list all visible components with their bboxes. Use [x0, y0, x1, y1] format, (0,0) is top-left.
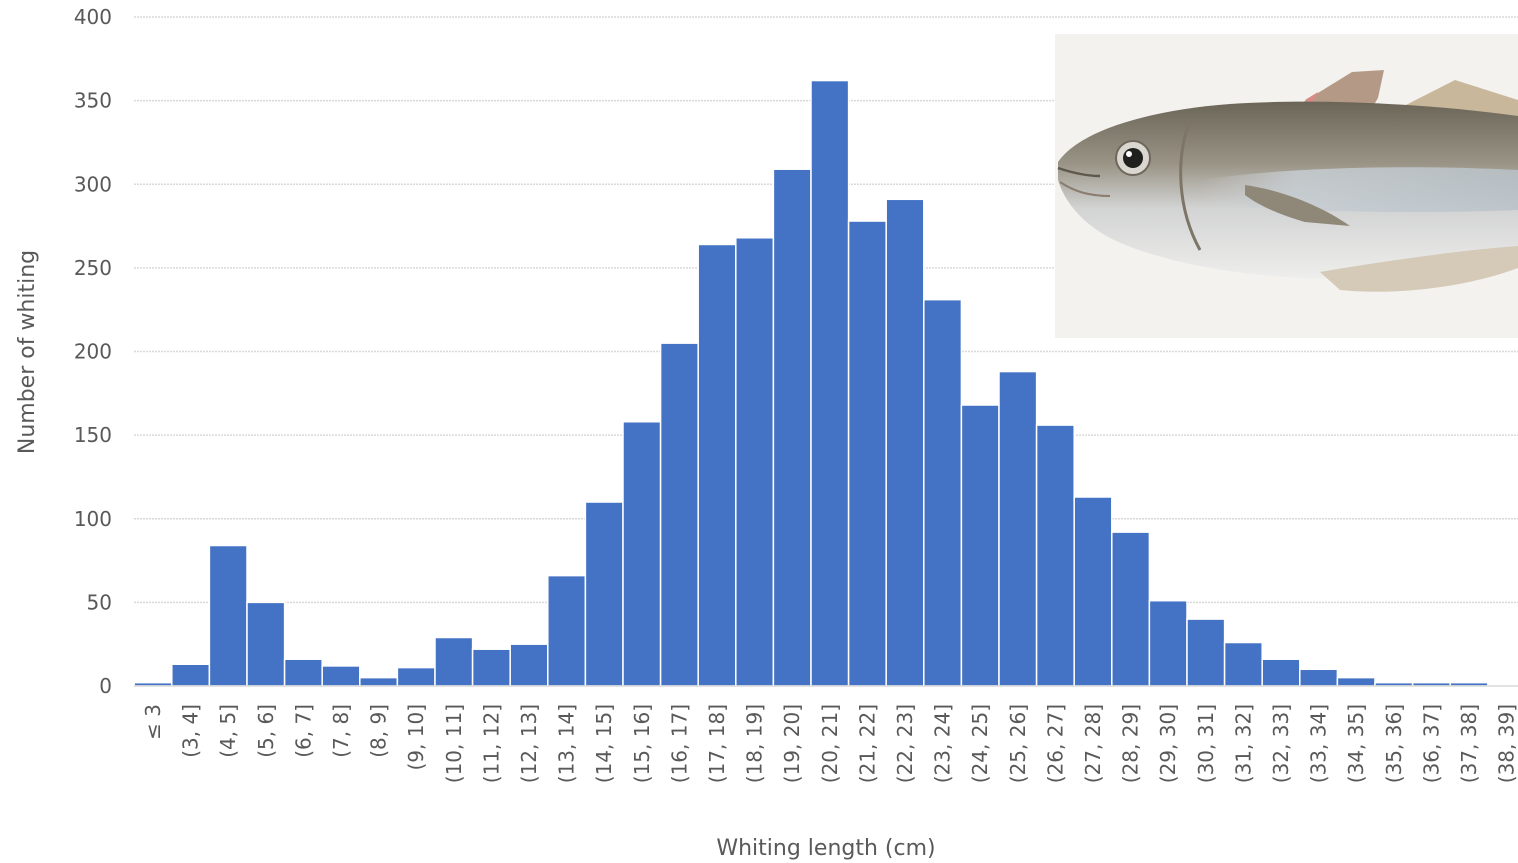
- y-tick-label: 400: [74, 5, 112, 29]
- x-tick-label: (3, 4]: [179, 704, 203, 758]
- bar: [772, 168, 812, 687]
- bar: [208, 544, 248, 687]
- x-axis-ticks: ≤ 3 (3, 4] (4, 5] (5, 6] (6, 7] (7, 8] (8, 9] (…: [141, 704, 1518, 783]
- x-tick-label: (20, 21]: [818, 704, 842, 783]
- bars: [133, 79, 1489, 687]
- x-tick-label: (23, 24]: [931, 704, 955, 783]
- bar: [847, 220, 887, 687]
- x-tick-label: (28, 29]: [1119, 704, 1143, 783]
- bar: [1148, 599, 1188, 687]
- bar: [1336, 676, 1376, 687]
- bar: [471, 648, 511, 687]
- x-tick-label: (4, 5]: [216, 704, 240, 758]
- x-tick-label: (22, 23]: [893, 704, 917, 783]
- y-axis-ticks: 0 50 100 150 200 250 300 350 400: [74, 5, 112, 698]
- bar: [885, 198, 925, 687]
- x-tick-label: (21, 22]: [855, 704, 879, 783]
- bar: [584, 501, 624, 687]
- bar: [547, 574, 587, 687]
- bar: [171, 663, 211, 687]
- bar: [810, 79, 850, 687]
- bar: [960, 404, 1000, 687]
- x-tick-label: (35, 36]: [1382, 704, 1406, 783]
- x-tick-label: (11, 12]: [479, 704, 503, 783]
- y-tick-label: 350: [74, 89, 112, 113]
- x-tick-label: (34, 35]: [1344, 704, 1368, 783]
- y-tick-label: 300: [74, 172, 112, 196]
- x-tick-label: (5, 6]: [254, 704, 278, 758]
- bar: [923, 298, 963, 687]
- bar: [659, 342, 699, 687]
- x-tick-label: (32, 33]: [1269, 704, 1293, 783]
- bar: [697, 243, 737, 687]
- bar: [359, 676, 399, 687]
- x-tick-label: (8, 9]: [367, 704, 391, 758]
- x-tick-label: (26, 27]: [1043, 704, 1067, 783]
- x-tick-label: (27, 28]: [1081, 704, 1105, 783]
- x-tick-label: (6, 7]: [291, 704, 315, 758]
- x-tick-label: ≤ 3: [141, 704, 165, 740]
- x-tick-label: (24, 25]: [968, 704, 992, 783]
- x-tick-label: (10, 11]: [442, 704, 466, 783]
- bar: [1186, 618, 1226, 687]
- x-tick-label: (14, 15]: [592, 704, 616, 783]
- x-tick-label: (18, 19]: [743, 704, 767, 783]
- bar: [321, 665, 361, 687]
- y-tick-label: 0: [99, 674, 112, 698]
- x-tick-label: (29, 30]: [1156, 704, 1180, 783]
- bar: [396, 666, 436, 687]
- x-axis-title: Whiting length (cm): [716, 836, 935, 861]
- y-tick-label: 200: [74, 340, 112, 364]
- x-tick-label: (38, 39]: [1495, 704, 1518, 783]
- x-tick-label: (30, 31]: [1194, 704, 1218, 783]
- x-tick-label: (7, 8]: [329, 704, 353, 758]
- bar: [735, 237, 775, 687]
- x-tick-label: (25, 26]: [1006, 704, 1030, 783]
- x-tick-label: (37, 38]: [1457, 704, 1481, 783]
- bar: [998, 370, 1038, 687]
- x-tick-label: (17, 18]: [705, 704, 729, 783]
- bar: [246, 601, 286, 687]
- bar: [1299, 668, 1339, 687]
- y-tick-label: 250: [74, 256, 112, 280]
- bar: [1111, 531, 1151, 687]
- x-tick-label: (16, 17]: [667, 704, 691, 783]
- bar: [1073, 496, 1113, 687]
- whiting-fish-icon: [1055, 34, 1518, 338]
- bar: [1223, 641, 1263, 687]
- x-tick-label: (36, 37]: [1419, 704, 1443, 783]
- y-axis-title: Number of whiting: [15, 250, 40, 454]
- bar: [1261, 658, 1301, 687]
- x-tick-label: (9, 10]: [404, 704, 428, 771]
- x-tick-label: (13, 14]: [555, 704, 579, 783]
- x-tick-label: (12, 13]: [517, 704, 541, 783]
- x-tick-label: (15, 16]: [630, 704, 654, 783]
- x-tick-label: (19, 20]: [780, 704, 804, 783]
- bar: [509, 643, 549, 687]
- bar: [283, 658, 323, 687]
- x-tick-label: (31, 32]: [1231, 704, 1255, 783]
- x-tick-label: (33, 34]: [1307, 704, 1331, 783]
- y-tick-label: 100: [74, 507, 112, 531]
- y-tick-label: 50: [87, 590, 112, 614]
- y-tick-label: 150: [74, 423, 112, 447]
- bar: [1035, 424, 1075, 687]
- bar: [434, 636, 474, 687]
- bar: [622, 420, 662, 687]
